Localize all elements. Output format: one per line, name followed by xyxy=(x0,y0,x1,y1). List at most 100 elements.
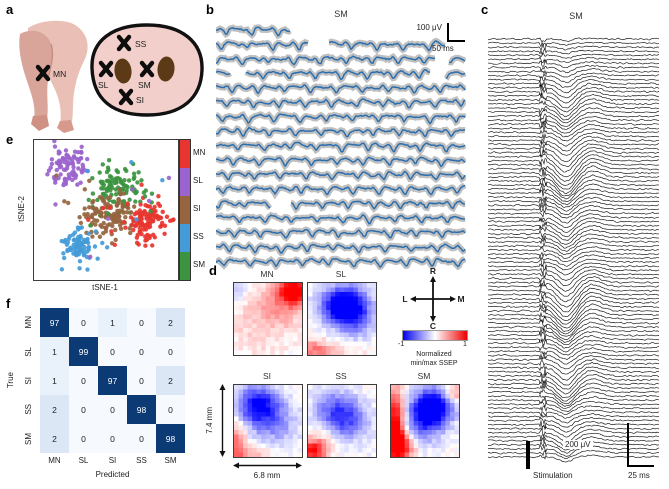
site-label-ss: SS xyxy=(135,39,147,49)
legend-label-sl: SL xyxy=(193,176,203,185)
heatmap-canvas-ss xyxy=(307,384,377,458)
panel-d-label: d xyxy=(209,263,217,278)
stimulation-site-markers xyxy=(35,34,155,106)
orientation-compass-icon: R C L M xyxy=(402,266,464,330)
legend-swatch-ss xyxy=(180,224,190,252)
heatmap-canvas-sm xyxy=(390,384,460,458)
tsne-scatter-canvas xyxy=(34,140,176,278)
pig-anatomy-illustration: MN SS SL SM SI xyxy=(19,20,204,133)
colorbar-max-label: 1 xyxy=(463,341,467,348)
confusion-row-label-si: SI xyxy=(24,376,33,385)
confusion-row-label-mn: MN xyxy=(24,316,33,329)
tsne-legend-labels: MN SL SI SS SM xyxy=(193,139,217,279)
confusion-cell-sm-mn: 2 xyxy=(40,424,69,453)
site-label-sl: SL xyxy=(98,80,109,90)
panel-a-label: a xyxy=(6,2,14,17)
confusion-cell-sm-sm: 98 xyxy=(156,424,185,453)
panel-c-time-scalebar xyxy=(627,465,654,467)
legend-swatch-mn xyxy=(180,140,190,168)
compass-medial-label: M xyxy=(457,294,464,304)
confusion-cell-si-sm: 2 xyxy=(156,366,185,395)
confusion-row-label-ss: SS xyxy=(24,404,33,415)
tsne-legend-colorbar xyxy=(179,139,191,281)
height-dimension-wrap: 7.4 mm xyxy=(202,390,216,450)
heatmap-canvas-sl xyxy=(307,282,377,356)
confusion-cell-si-si: 97 xyxy=(98,366,127,395)
ssep-colorbar xyxy=(402,330,468,341)
confusion-cell-sl-ss: 0 xyxy=(127,337,156,366)
confusion-cell-sl-mn: 1 xyxy=(40,337,69,366)
x-marker-ss xyxy=(116,34,132,52)
confusion-row-labels: MN SL SI SS SM xyxy=(22,308,35,453)
ssep-array-traces-canvas xyxy=(216,24,466,270)
panel-b-time-scalebar xyxy=(447,40,465,42)
panel-b-voltage-scale-label: 100 μV xyxy=(416,23,442,32)
confusion-cell-mn-mn: 97 xyxy=(40,308,69,337)
legend-swatch-sl xyxy=(180,168,190,196)
height-dimension-label: 7.4 mm xyxy=(204,406,214,434)
heatmap-title-si: SI xyxy=(262,371,272,381)
stimulation-tick-icon xyxy=(526,441,530,469)
legend-swatch-si xyxy=(180,196,190,224)
confusion-cell-sl-sl: 99 xyxy=(69,337,98,366)
panel-c-voltage-scale-label: 200 μV xyxy=(563,440,593,449)
heatmap-title-sl: SL xyxy=(335,269,347,279)
panel-b-time-scale-label: 50 ms xyxy=(432,44,454,53)
x-marker-sl xyxy=(98,60,114,78)
heatmap-title-mn: MN xyxy=(260,269,274,279)
pig-legs-drawing xyxy=(19,20,88,133)
confusion-cell-si-sl: 0 xyxy=(69,366,98,395)
panel-b-title: SM xyxy=(334,9,348,19)
legend-label-si: SI xyxy=(193,204,201,213)
x-marker-si xyxy=(118,88,134,106)
legend-label-ss: SS xyxy=(193,232,204,241)
confusion-cell-mn-sl: 0 xyxy=(69,308,98,337)
tsne-plot-frame xyxy=(33,139,179,281)
legend-swatch-sm xyxy=(180,252,190,280)
confusion-col-label-sm: SM xyxy=(164,456,177,465)
confusion-cell-ss-sl: 0 xyxy=(69,395,98,424)
nostril-left xyxy=(114,58,132,84)
confusion-row-label-sm: SM xyxy=(24,432,33,445)
nostril-right xyxy=(157,56,175,82)
confusion-col-label-ss: SS xyxy=(136,456,147,465)
panel-c-time-scale-label: 25 ms xyxy=(628,471,650,480)
confusion-cell-mn-sm: 2 xyxy=(156,308,185,337)
heatmap-title-ss: SS xyxy=(335,371,347,381)
site-label-si: SI xyxy=(136,95,144,105)
height-dimension-arrow-icon xyxy=(219,384,226,457)
confusion-cell-sm-ss: 0 xyxy=(127,424,156,453)
confusion-col-label-sl: SL xyxy=(78,456,89,465)
confusion-true-axis-wrap: True xyxy=(4,308,17,453)
confusion-col-label-si: SI xyxy=(108,456,117,465)
confusion-row-label-sl: SL xyxy=(24,346,33,357)
legend-label-mn: MN xyxy=(193,148,206,157)
compass-caudal-label: C xyxy=(430,321,436,330)
width-dimension-label: 6.8 mm xyxy=(253,471,281,480)
panel-c-label: c xyxy=(481,2,489,17)
confusion-predicted-axis-label: Predicted xyxy=(95,470,130,479)
confusion-col-label-mn: MN xyxy=(48,456,61,465)
confusion-cell-si-mn: 1 xyxy=(40,366,69,395)
colorbar-min-label: -1 xyxy=(398,341,405,348)
panel-e-label: e xyxy=(6,132,14,147)
tsne-x-axis-label: tSNE-1 xyxy=(92,283,118,292)
colorbar-caption-line2: min/max SSEP xyxy=(410,360,458,367)
colorbar-caption-line1: Normalized xyxy=(416,351,452,358)
panel-c-voltage-scalebar xyxy=(627,423,629,467)
tsne-y-axis-label: tSNE-2 xyxy=(16,196,26,222)
compass-lateral-label: L xyxy=(402,294,407,304)
panel-b-voltage-scalebar xyxy=(447,23,449,42)
site-label-sm: SM xyxy=(138,80,151,90)
confusion-cell-sm-sl: 0 xyxy=(69,424,98,453)
heatmap-canvas-si xyxy=(233,384,303,458)
confusion-cell-ss-sm: 0 xyxy=(156,395,185,424)
panel-c-title: SM xyxy=(569,11,583,21)
confusion-cell-si-ss: 0 xyxy=(127,366,156,395)
confusion-cell-ss-si: 0 xyxy=(98,395,127,424)
confusion-cell-sm-si: 0 xyxy=(98,424,127,453)
confusion-cell-mn-ss: 0 xyxy=(127,308,156,337)
heatmap-title-sm: SM xyxy=(417,371,431,381)
tsne-y-axis-wrap: tSNE-2 xyxy=(14,139,28,279)
